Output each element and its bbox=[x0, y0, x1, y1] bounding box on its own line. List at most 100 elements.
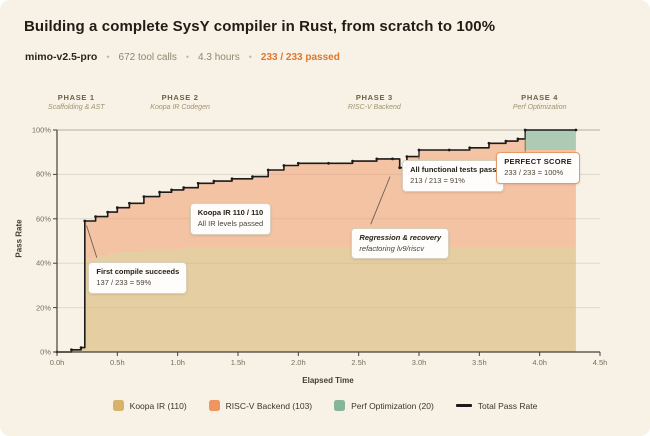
annotation-leader bbox=[370, 176, 391, 225]
x-tick-label: 0.0h bbox=[49, 358, 65, 367]
tool-calls-count: 672 tool calls bbox=[118, 51, 177, 63]
y-tick-label: 40% bbox=[35, 258, 51, 268]
data-point bbox=[417, 148, 421, 152]
phase-name: PHASE 1 bbox=[57, 93, 95, 102]
data-point bbox=[266, 168, 270, 172]
data-point bbox=[94, 215, 97, 219]
annotation-line2: 233 / 233 = 100% bbox=[504, 168, 564, 178]
phase-name: PHASE 3 bbox=[355, 93, 393, 102]
x-tick-label: 1.0h bbox=[170, 358, 185, 367]
x-tick-label: 2.5h bbox=[351, 358, 366, 367]
data-point bbox=[282, 164, 286, 167]
x-tick-label: 1.5h bbox=[230, 358, 246, 367]
data-point bbox=[487, 141, 491, 145]
x-tick-label: 3.5h bbox=[472, 358, 487, 367]
y-tick-label: 20% bbox=[35, 303, 51, 313]
data-point bbox=[327, 161, 330, 165]
data-point bbox=[158, 190, 162, 194]
page-title: Building a complete SysY compiler in Rus… bbox=[24, 18, 496, 35]
data-point bbox=[504, 139, 508, 143]
separator-dot: • bbox=[106, 52, 110, 62]
x-tick-label: 3.0h bbox=[411, 358, 427, 367]
data-point bbox=[83, 219, 87, 223]
data-point bbox=[375, 157, 379, 161]
separator-dot: • bbox=[248, 52, 252, 62]
phase-name: PHASE 2 bbox=[161, 93, 199, 102]
annotation-line1: Koopa IR 110 / 110 bbox=[197, 208, 264, 218]
annotation-line1: All functional tests pass bbox=[410, 164, 497, 174]
annotation-line2: 213 / 213 = 91% bbox=[410, 175, 465, 185]
data-point bbox=[398, 166, 402, 170]
phase-2-label: PHASE 2 Koopa IR Codegen bbox=[150, 93, 210, 111]
passed-count: 233 / 233 passed bbox=[260, 51, 340, 63]
annotation-line2: refactoring lv9/riscv bbox=[359, 243, 425, 253]
perf-optimization-swatch bbox=[334, 400, 346, 411]
data-point bbox=[79, 346, 83, 349]
data-point bbox=[447, 148, 451, 152]
y-tick-label: 100% bbox=[31, 125, 51, 135]
annotation-regression: Regression & recovery refactoring lv9/ri… bbox=[351, 227, 450, 260]
phase-subtitle: Perf Optimization bbox=[512, 104, 567, 111]
data-point bbox=[196, 181, 200, 185]
riscv-backend-swatch bbox=[208, 400, 220, 411]
x-tick-label: 4.5h bbox=[592, 358, 608, 367]
phase-3-label: PHASE 3 RISC-V Backend bbox=[348, 93, 401, 111]
x-tick-label: 2.0h bbox=[291, 358, 306, 367]
annotation-line1: PERFECT SCORE bbox=[504, 157, 572, 167]
annotation-perfect-score: PERFECT SCORE 233 / 233 = 100% bbox=[496, 152, 580, 184]
legend: Koopa IR (110) RISC-V Backend (103) Perf… bbox=[0, 400, 650, 411]
annotation-line2: 137 / 233 = 59% bbox=[96, 277, 152, 287]
data-point bbox=[351, 159, 354, 163]
duration: 4.3 hours bbox=[198, 51, 240, 63]
data-point bbox=[182, 186, 186, 190]
annotation-leader bbox=[86, 225, 98, 258]
data-point bbox=[212, 179, 216, 183]
legend-item-total-pass-rate: Total Pass Rate bbox=[455, 400, 538, 411]
separator-dot: • bbox=[185, 52, 190, 62]
model-name: mimo-v2.5-pro bbox=[25, 51, 98, 63]
data-point bbox=[516, 137, 520, 141]
annotation-functional-pass: All functional tests pass 213 / 213 = 91… bbox=[402, 159, 505, 192]
data-point bbox=[106, 210, 110, 214]
data-point bbox=[115, 206, 119, 210]
data-point bbox=[230, 177, 234, 181]
data-point bbox=[251, 175, 254, 179]
x-tick-label: 0.5h bbox=[110, 358, 125, 367]
y-tick-label: 60% bbox=[35, 214, 51, 224]
annotation-line1: First compile succeeds bbox=[96, 267, 180, 277]
phase-subtitle: Koopa IR Codegen bbox=[150, 104, 210, 111]
area-riscv-backend bbox=[57, 138, 576, 352]
annotation-first-compile: First compile succeeds 137 / 233 = 59% bbox=[88, 262, 188, 294]
phase-subtitle: RISC-V Backend bbox=[347, 104, 401, 111]
phase-name: PHASE 4 bbox=[521, 93, 559, 102]
y-axis-title: Pass Rate bbox=[14, 219, 24, 258]
legend-item-riscv-backend: RISC-V Backend (103) bbox=[208, 400, 313, 411]
x-axis-title: Elapsed Time bbox=[302, 376, 354, 385]
phase-4-label: PHASE 4 Perf Optimization bbox=[513, 93, 567, 111]
phase-subtitle: Scaffolding & AST bbox=[48, 104, 105, 111]
legend-label: RISC-V Backend (103) bbox=[225, 400, 313, 411]
legend-label: Koopa IR (110) bbox=[129, 400, 187, 411]
y-tick-label: 80% bbox=[35, 169, 51, 179]
legend-item-koopa-ir: Koopa IR (110) bbox=[112, 400, 187, 411]
data-point bbox=[523, 128, 527, 132]
total-pass-rate-swatch bbox=[455, 404, 472, 407]
data-point bbox=[296, 161, 300, 165]
annotation-line2: All IR levels passed bbox=[197, 219, 264, 229]
meta-row: mimo-v2.5-pro • 672 tool calls • 4.3 hou… bbox=[25, 51, 340, 63]
data-point bbox=[391, 157, 394, 161]
koopa-ir-swatch bbox=[112, 400, 124, 411]
data-point bbox=[170, 188, 174, 192]
legend-label: Total Pass Rate bbox=[477, 400, 538, 411]
legend-label: Perf Optimization (20) bbox=[351, 400, 434, 411]
phase-1-label: PHASE 1 Scaffolding & AST bbox=[48, 93, 105, 111]
data-point bbox=[405, 155, 409, 159]
data-point bbox=[468, 146, 472, 150]
data-point bbox=[70, 348, 73, 352]
annotation-koopa-ir: Koopa IR 110 / 110 All IR levels passed bbox=[189, 203, 272, 235]
data-point bbox=[142, 195, 146, 199]
annotation-line1: Regression & recovery bbox=[359, 232, 442, 242]
y-tick-label: 0% bbox=[40, 347, 51, 357]
